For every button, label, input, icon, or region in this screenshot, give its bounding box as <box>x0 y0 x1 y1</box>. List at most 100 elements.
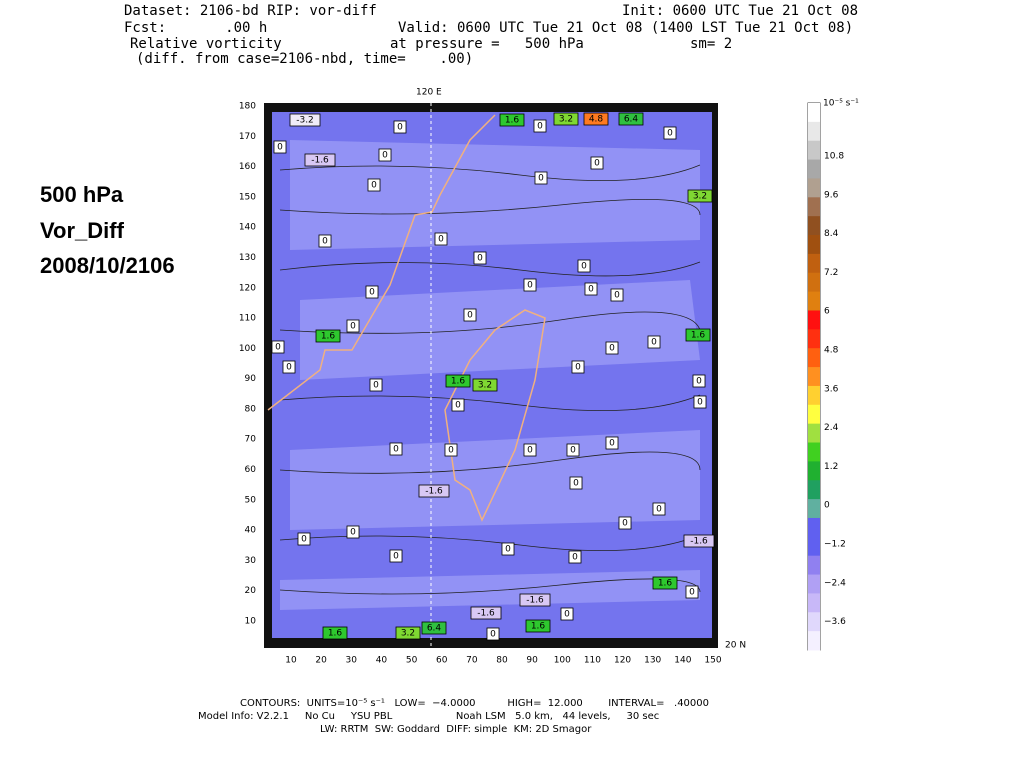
contour-label: 0 <box>477 254 483 264</box>
contour-label: 0 <box>397 123 403 133</box>
contour-label: 0 <box>301 535 307 545</box>
colorbar-segment <box>808 555 820 576</box>
dataset: Dataset: 2106-bd RIP: vor-diff <box>124 3 377 19</box>
footer: Model Info: V2.2.1 No Cu YSU PBL Noah LS… <box>198 711 659 722</box>
contour-label-box <box>560 607 574 621</box>
contour-label-box <box>315 329 341 343</box>
contour-label-box <box>692 374 706 388</box>
y-tick-label: 110 <box>239 314 256 324</box>
side-label: 500 hPa <box>40 182 124 207</box>
contour-label-box <box>685 328 711 342</box>
contour-label: 3.2 <box>559 115 573 125</box>
contour-label-box <box>569 476 583 490</box>
contour-label-box <box>486 627 500 641</box>
footer: CONTOURS: UNITS=10⁻⁵ s⁻¹ LOW= −4.0000 HI… <box>240 698 709 709</box>
contour-label-box <box>618 112 644 126</box>
contour-label-box <box>472 378 498 392</box>
valid: Valid: 0600 UTC Tue 21 Oct 08 (1400 LST … <box>398 20 853 36</box>
y-tick-label: 170 <box>239 132 256 142</box>
x-tick-label: 100 <box>554 656 571 666</box>
y-tick-label: 50 <box>245 495 257 505</box>
contour-label: 0 <box>467 311 473 321</box>
contour-label-box <box>501 542 515 556</box>
contour-label: -1.6 <box>425 487 443 497</box>
colorbar-label: 8.4 <box>824 229 839 239</box>
contour-label-box <box>499 113 525 127</box>
contour-label: -1.6 <box>690 537 708 547</box>
side-label: Vor_Diff <box>40 218 125 243</box>
contour-label: 0 <box>614 291 620 301</box>
contour-label-box <box>322 626 348 640</box>
contour-label-box <box>289 113 321 127</box>
colorbar-label: 7.2 <box>824 268 838 278</box>
contour-label-box <box>473 251 487 265</box>
contour-label-box <box>683 534 715 548</box>
contour-label: 0 <box>286 363 292 373</box>
contour-label-box <box>418 484 450 498</box>
colorbar-segment <box>808 517 820 538</box>
contour-label: 1.6 <box>531 622 546 632</box>
colorbar-label: −3.6 <box>824 617 846 627</box>
contour-label-box <box>444 443 458 457</box>
contour-label-box <box>571 360 585 374</box>
contour-label: 0 <box>527 281 533 291</box>
colorbar-segment <box>808 253 820 274</box>
colorbar-segment <box>808 329 820 349</box>
contour-label: 1.6 <box>328 629 343 639</box>
y-tick-label: 70 <box>245 435 257 445</box>
contour-label-box <box>395 626 421 640</box>
contour-label: 0 <box>455 401 461 411</box>
contour-label: 0 <box>689 588 695 598</box>
contour-label-box <box>583 112 609 126</box>
contour-label-box <box>389 442 403 456</box>
colorbar-segment <box>808 612 820 632</box>
contour-label-box <box>584 282 598 296</box>
colorbar-segment <box>808 631 820 651</box>
colorbar-segment <box>808 499 820 519</box>
y-tick-label: 10 <box>245 617 257 627</box>
x-tick-label: 60 <box>436 656 448 666</box>
contour-label-box <box>378 148 392 162</box>
colorbar-segment <box>808 178 820 198</box>
x-tick-label: 110 <box>584 656 601 666</box>
contour-label-box <box>605 436 619 450</box>
contour-label-box <box>618 516 632 530</box>
contour-label: -1.6 <box>526 596 544 606</box>
colorbar-segment <box>808 536 820 557</box>
colorbar-label: 4.8 <box>824 346 839 356</box>
colorbar-segment <box>808 121 820 142</box>
colorbar-label: 1.2 <box>824 462 838 472</box>
contour-label: 0 <box>393 445 399 455</box>
right-label: 20 N <box>725 641 746 651</box>
contour-label-box <box>687 189 713 203</box>
x-tick-label: 30 <box>346 656 358 666</box>
contour-label-box <box>445 374 471 388</box>
contour-label: 1.6 <box>321 332 336 342</box>
contour-label-box <box>525 619 551 633</box>
contour-label: 0 <box>448 446 454 456</box>
contour-label-box <box>393 120 407 134</box>
contour-label: 3.2 <box>693 192 707 202</box>
contour-label: 0 <box>537 122 543 132</box>
x-tick-label: 130 <box>644 656 661 666</box>
contour-label-box <box>534 171 548 185</box>
x-tick-label: 80 <box>496 656 508 666</box>
colorbar-label: 2.4 <box>824 423 839 433</box>
contour-label-box <box>568 550 582 564</box>
colorbar-segment <box>808 442 820 462</box>
contour-label-box <box>523 278 537 292</box>
sm: sm= 2 <box>690 36 732 52</box>
contour-label-box <box>590 156 604 170</box>
contour-label: -1.6 <box>311 156 329 166</box>
colorbar-segment <box>808 404 820 425</box>
field: Relative vorticity <box>130 36 282 52</box>
contour-label-box <box>421 621 447 635</box>
contour-label: 0 <box>371 181 377 191</box>
contour-label-box <box>685 585 699 599</box>
contour-label: 6.4 <box>624 115 639 125</box>
contour-label: 0 <box>382 151 388 161</box>
contour-label-box <box>605 341 619 355</box>
contour-label: 0 <box>275 343 281 353</box>
contour-label: 0 <box>438 235 444 245</box>
contour-label-box <box>318 234 332 248</box>
